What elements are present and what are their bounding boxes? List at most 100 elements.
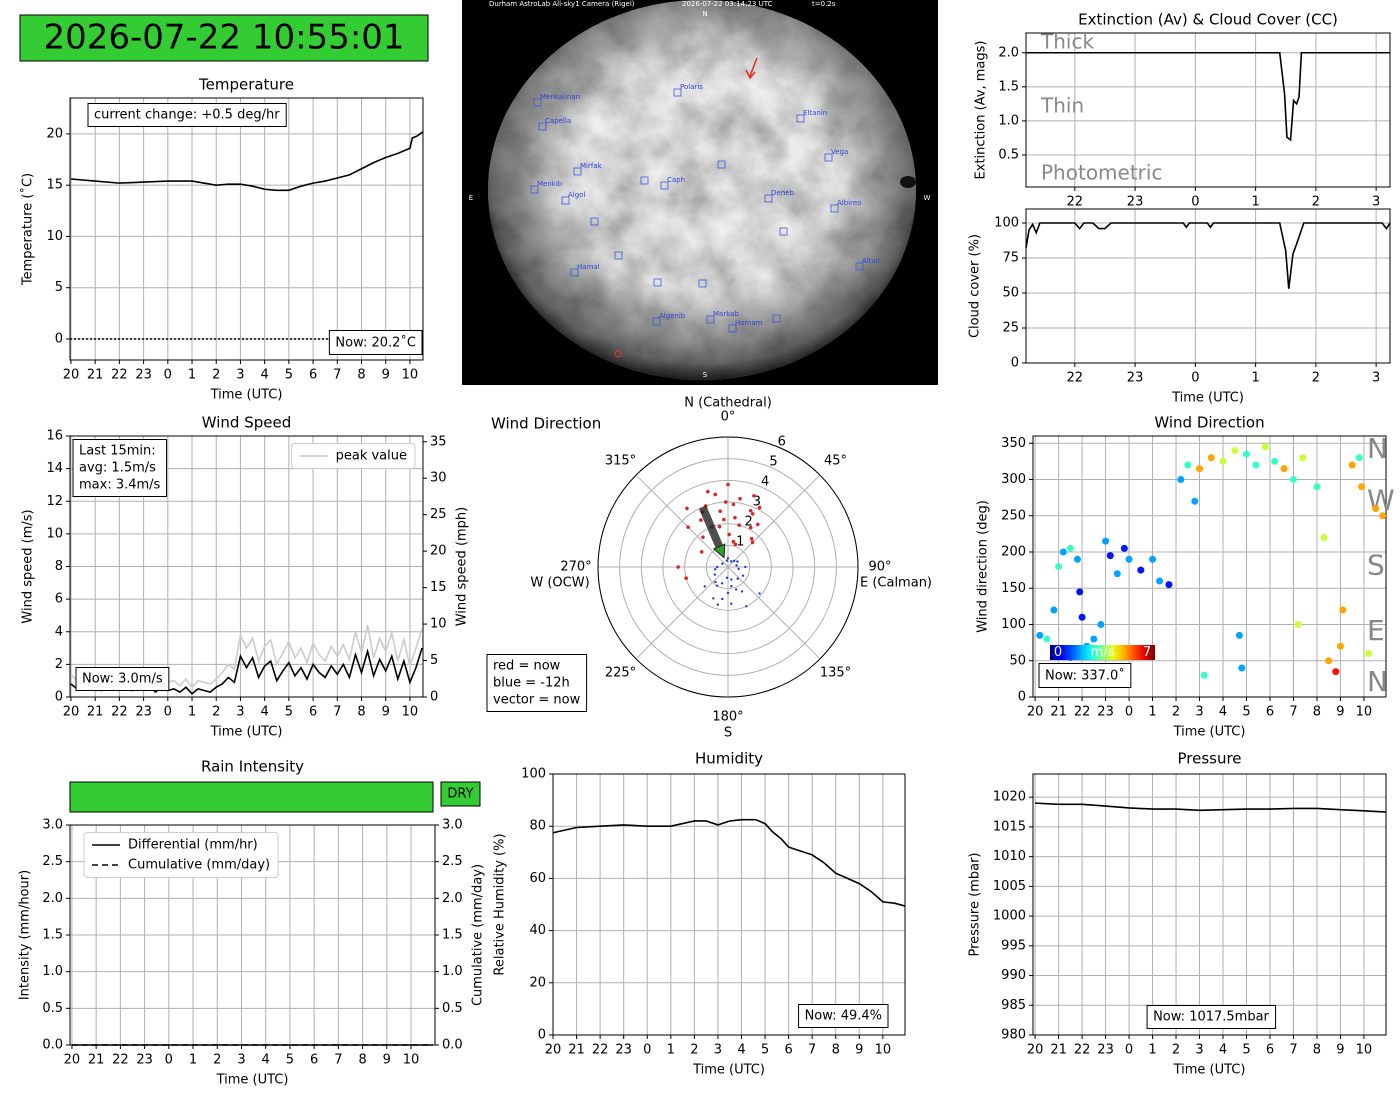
x-tick-label: 2 [213,1053,221,1068]
legend-box [83,832,279,878]
chart-title: Temperature [198,76,294,94]
wind-point [1196,465,1204,473]
wind-point [1156,577,1164,585]
x-tick-label: 22 [1067,371,1084,386]
wind-point [1261,443,1269,451]
wind-point [1355,454,1363,462]
marker [653,278,662,287]
x-tick-label: 1 [1148,705,1156,720]
x-tick-label: 23 [136,1053,153,1068]
y-tick-label: 10 [46,526,63,541]
x-tick-label: 4 [737,1043,745,1058]
wind-point [736,577,739,580]
wind-vector [698,505,726,554]
y-tick-label: 1.0 [998,113,1019,128]
x-tick-label: 0 [1125,1043,1133,1058]
y2-tick-label: 0 [430,690,438,705]
x-tick-label: 5 [285,368,293,383]
x-tick-label: 9 [382,368,390,383]
wind-point [733,515,737,520]
x-tick-label: 0 [643,1043,651,1058]
x-tick-label: 1 [188,368,196,383]
x-tick-label: 2 [1312,195,1320,210]
y2-tick-label: 0.0 [442,1038,463,1053]
direction-label: S [1367,549,1385,582]
y-tick-label: 2.5 [42,854,63,869]
compass-label: S [724,726,732,741]
wind-point [1200,671,1208,679]
wind-point [745,605,748,608]
r-tick-label: 6 [778,434,786,449]
data-line [1035,802,1387,813]
y-axis-label: Pressure (mbar) [968,852,983,956]
x-tick-label: 9 [382,705,390,720]
x-tick-label: 2 [1312,371,1320,386]
y-tick-label: 0 [55,690,63,705]
y-axis-label: Intensity (mm/hour) [18,870,33,1000]
polar-frame [597,436,859,698]
y-tick-label: 75 [1002,251,1019,266]
rain-status-box [440,781,481,807]
wind-point [699,550,704,554]
wind-point [1231,447,1239,454]
wind-point [744,565,747,569]
grid-ring [705,544,751,590]
x-tick-label: 0 [1191,371,1199,386]
y-tick-label: 2.0 [998,45,1019,60]
y-tick-label: 0 [55,331,63,346]
y-tick-label: 300 [1001,472,1026,487]
wind-point [1379,512,1387,520]
star-marker [570,268,579,277]
wind-point [1289,476,1297,483]
star-label: Albireo [837,199,861,207]
wind-point [730,585,733,588]
chart-title: Humidity [695,750,763,768]
compass-w: W [924,194,931,202]
x-tick-label: 22 [1074,1043,1091,1058]
x-tick-label: 1 [188,705,196,720]
x-tick-label: 10 [402,705,419,720]
x-tick-label: 3 [236,368,244,383]
rain-status: DRY [447,787,473,802]
y-axis-label: Extinction (Av, mags) [974,41,989,180]
r-tick-label: 5 [769,454,777,469]
wind-point [699,518,703,522]
wind-point [737,567,740,571]
wind-point [712,597,715,600]
marker [590,217,599,226]
wind-point [703,585,706,588]
wind-point [717,524,722,529]
y-tick-label: 14 [46,461,63,476]
y-tick-label: 0 [1011,356,1019,371]
x-tick-label: 3 [714,1043,722,1058]
wind-point [1055,563,1063,570]
star-label: Mirfak [580,162,603,170]
x-tick-label: 1 [1251,195,1259,210]
y2-tick-label: 30 [430,471,447,486]
x-tick-label: 8 [1313,705,1321,720]
note-text: vector = now [493,693,581,708]
wind-point [1219,457,1227,465]
y2-tick-label: 2.5 [442,854,463,869]
y2-tick-label: 1.0 [442,964,463,979]
x-tick-label: 3 [237,1053,245,1068]
camera-title: Durham AstroLab All-sky1 Camera (Rigel) [489,0,635,8]
x-tick-label: 22 [1067,195,1084,210]
wind-point [720,582,724,585]
wind-point [741,574,745,577]
wind-point [734,588,738,591]
wind-point [1252,461,1260,469]
x-tick-label: 5 [285,705,293,720]
wind-vector-head [712,543,726,559]
y-tick-label: 6 [55,592,63,607]
x-tick-label: 7 [808,1043,816,1058]
x-tick-label: 3 [1195,705,1203,720]
wind-point [721,562,724,565]
x-tick-label: 7 [334,1053,342,1068]
x-tick-label: 6 [784,1043,792,1058]
wind-point [1320,534,1328,541]
x-tick-label: 8 [357,368,365,383]
x-tick-label: 23 [135,368,152,383]
star-label: Capella [545,117,571,125]
